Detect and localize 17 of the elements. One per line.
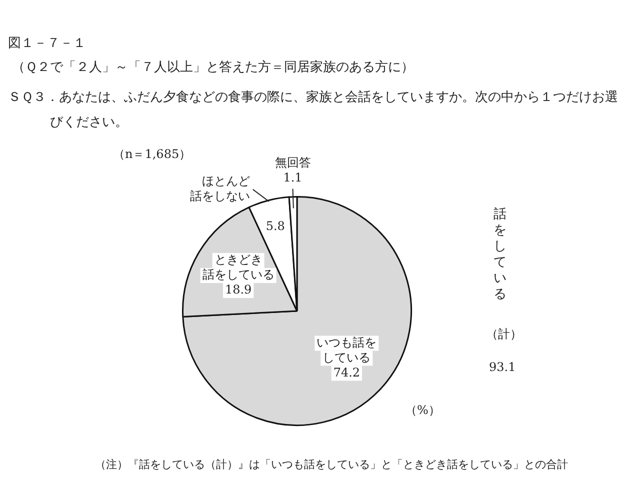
data-label: 5.8 (266, 219, 285, 234)
text: （n＝1,685） (113, 147, 192, 162)
data-label: 1.1 (283, 170, 302, 184)
text: 話をしている (493, 207, 507, 303)
slice-label: いつも話をしている (316, 335, 377, 364)
slice-label: 無回答 (274, 155, 311, 170)
text: （計） (486, 327, 522, 342)
slice-label: ほとんど話をしない (190, 174, 250, 204)
data-label: 74.2 (333, 365, 360, 380)
data-label: 18.9 (224, 282, 252, 297)
slice-label: ときどき話をしている (202, 252, 274, 282)
text: ＳＱ３．あなたは、ふだん夕食などの食事の際に、家族と会話をしていますか。次の中から１つだけお選びください。 (8, 89, 619, 132)
text: （注）『話をしている（計）』は「いつも話をしている」と「ときどき話をしている」との合計 (95, 458, 568, 472)
text: 図１－７－１ (8, 36, 86, 52)
chart-subtitle: （Ｑ２で「２人」～「７人以上」と答えた方＝同居家族のある方に） (12, 60, 414, 76)
text: 93.1 (489, 360, 516, 374)
text: （%） (405, 403, 440, 418)
